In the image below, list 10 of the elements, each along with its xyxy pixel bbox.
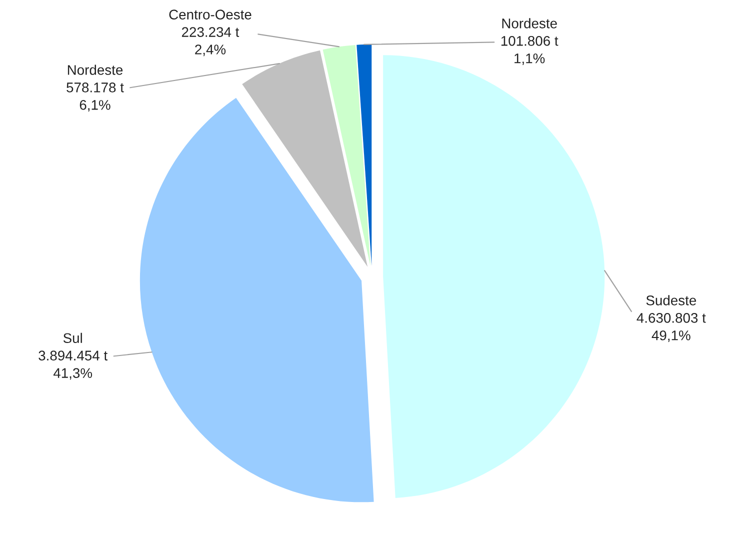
data-label: 4.630.803 t 49,1% xyxy=(636,312,706,342)
slice-label: Centro-Oeste xyxy=(169,10,252,20)
data-label: 223.234 t 2,4% xyxy=(182,27,240,56)
slice-label: Nordeste xyxy=(502,18,557,28)
slice-label: Nordeste xyxy=(68,64,123,75)
data-label: 578.178 t 6,1% xyxy=(66,82,124,112)
slice-label: Sudeste xyxy=(646,295,696,306)
data-label: 3.894.454 t 41,3% xyxy=(38,350,108,380)
slice-label: Sul xyxy=(63,332,82,344)
data-label: 101.806 t 1,1% xyxy=(501,36,558,65)
